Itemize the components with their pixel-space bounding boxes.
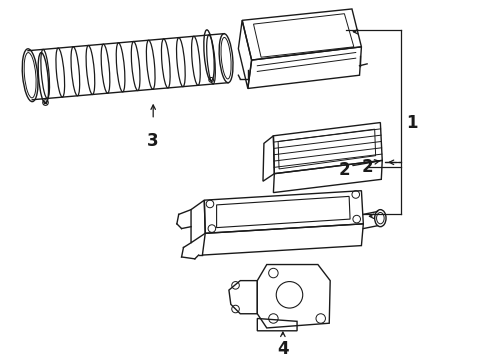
- Text: 2: 2: [362, 158, 373, 176]
- Text: 4: 4: [277, 340, 289, 358]
- Text: 1: 1: [406, 113, 417, 131]
- Text: 2: 2: [339, 161, 350, 179]
- Text: 3: 3: [147, 132, 159, 150]
